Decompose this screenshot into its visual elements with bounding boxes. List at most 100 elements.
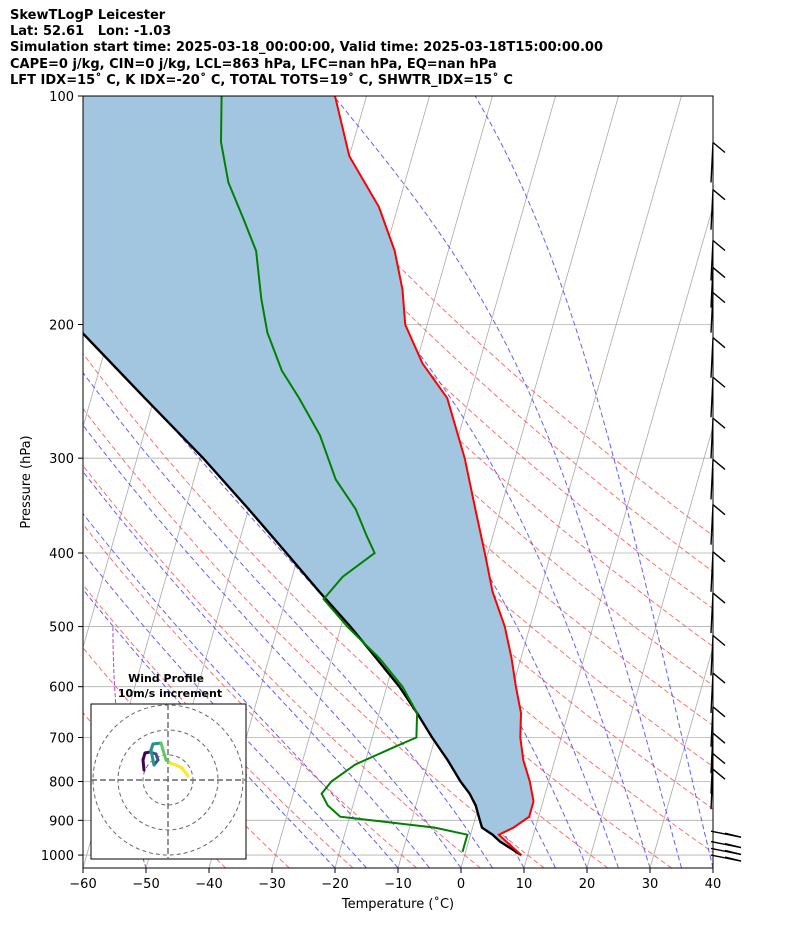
wind-barb (710, 830, 742, 838)
hodograph-segment (180, 766, 190, 778)
wind-barb (710, 732, 726, 774)
dry-adiabat-line (210, 96, 713, 573)
plot-area (83, 96, 713, 868)
wind-barb-flag (712, 458, 726, 470)
dry-adiabat-line (243, 96, 713, 537)
dry-adiabat-line (83, 523, 418, 868)
wind-barb-flag (712, 239, 726, 252)
dry-adiabat-line (83, 247, 713, 854)
dewpoint-line (219, 96, 469, 853)
wind-barb-flag (712, 376, 726, 388)
x-axis-label: Temperature (˚C) (341, 896, 454, 912)
x-tick-label: −50 (132, 877, 159, 892)
inset-title: Wind Profile (128, 672, 204, 685)
wind-barb (710, 504, 726, 545)
wind-barb (710, 458, 726, 500)
wind-barb (710, 417, 726, 459)
wind-barb-staff (710, 142, 714, 183)
chart-title-line-4: CAPE=0 j/kg, CIN=0 j/kg, LCL=863 hPa, LF… (10, 57, 497, 72)
wind-barb (710, 292, 726, 333)
wind-barb-flag (712, 592, 726, 604)
y-tick-label: 400 (49, 547, 74, 562)
wind-barb (710, 239, 726, 281)
y-tick-label: 300 (49, 452, 74, 467)
x-tick-label: 0 (457, 877, 465, 892)
y-axis-label: Pressure (hPa) (19, 435, 34, 528)
wind-barb-flag (712, 141, 726, 154)
wind-barbs (710, 141, 742, 862)
wind-barb-staff (710, 377, 714, 418)
y-tick-label: 900 (49, 814, 74, 829)
isotherm-line (586, 425, 713, 868)
wind-barb (710, 337, 726, 378)
wind-barb (710, 840, 742, 849)
wind-barb (710, 706, 726, 747)
hodograph-segment (149, 748, 156, 767)
wind-barb-flag (712, 504, 726, 516)
wind-barb (710, 768, 726, 810)
parcel-profile-line (83, 331, 523, 857)
isotherm-line (649, 645, 713, 868)
moist-adiabat-line (83, 470, 430, 868)
x-tick-label: −10 (384, 877, 411, 892)
moist-adiabat-line (83, 424, 462, 868)
dry-adiabat-line (83, 464, 481, 868)
wind-barb-flag (724, 842, 742, 849)
wind-barb-flag (712, 672, 726, 684)
moist-adiabat-line (83, 371, 493, 868)
moist-adiabat-line (83, 551, 367, 868)
y-tick-label: 200 (49, 319, 74, 334)
wind-barb-flag (724, 856, 742, 862)
wind-barb-staff (710, 551, 714, 592)
wind-barb-staff (710, 706, 714, 747)
dry-adiabat-line (83, 352, 609, 868)
wind-barb-flag (724, 832, 742, 838)
chart-title-line-3: Simulation start time: 2025-03-18_00:00:… (10, 40, 603, 55)
x-tick-label: −60 (69, 877, 96, 892)
wind-barb-flag (712, 337, 726, 349)
wind-barb (710, 141, 726, 183)
wind-barb-flag (712, 732, 726, 744)
y-tick-label: 600 (49, 681, 74, 696)
wind-barb-staff (710, 267, 714, 308)
wind-barb-staff (710, 769, 714, 810)
wind-barb (710, 189, 726, 230)
y-tick-label: 1000 (41, 849, 74, 864)
wind-barb-staff (710, 673, 714, 714)
wind-barb-staff (710, 753, 714, 794)
moist-adiabat-line (333, 96, 682, 868)
wind-barb-staff (710, 593, 714, 634)
dry-adiabat-line (83, 584, 354, 868)
y-tick-label: 800 (49, 776, 74, 791)
wind-barb (710, 847, 742, 856)
wind-barb-flag (712, 634, 726, 647)
dry-adiabat-line (177, 96, 713, 610)
cape-cin-shading (83, 96, 534, 856)
moist-adiabat-line (474, 96, 713, 868)
wind-barb-flag (712, 292, 726, 304)
wind-barb-staff (710, 418, 714, 459)
wind-profile-inset: Wind Profile 10m/s increment (90, 672, 247, 860)
wind-barb-staff (710, 504, 714, 545)
y-tick-label: 500 (49, 621, 74, 636)
wind-barb (710, 753, 726, 794)
axis-ticks: −60 −50 −40 −30 −20 −10 0 10 20 30 40 1000 900 800 700… (41, 90, 721, 892)
wind-barb-staff (710, 733, 714, 774)
temperature-line (334, 96, 535, 856)
hodograph-segment (141, 758, 146, 772)
y-tick-label: 100 (49, 90, 74, 105)
inset-subtitle: 10m/s increment (118, 687, 222, 700)
x-tick-label: −30 (258, 877, 285, 892)
wind-barb-flag (712, 768, 726, 780)
wind-barb-staff (710, 189, 714, 230)
dry-adiabat-line (83, 646, 290, 868)
wind-barb-staff (710, 240, 714, 281)
x-tick-label: 10 (516, 877, 533, 892)
chart-title-line-1: SkewTLogP Leicester (10, 8, 166, 23)
wind-barb-staff (710, 292, 714, 333)
chart-title-line-2: Lat: 52.61 Lon: -1.03 (10, 24, 172, 39)
wind-barb (710, 376, 726, 418)
x-tick-label: −20 (321, 877, 348, 892)
x-tick-label: −40 (195, 877, 222, 892)
